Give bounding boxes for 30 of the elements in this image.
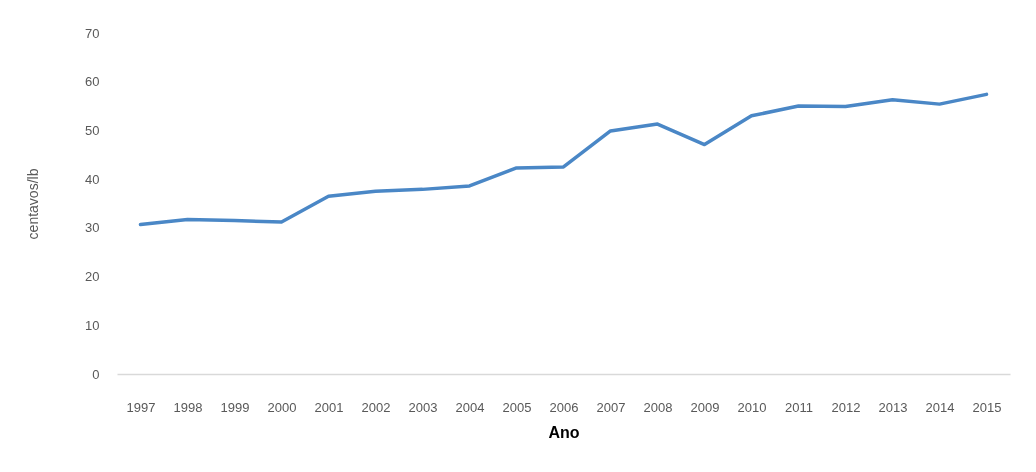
y-axis-title: centavos/lb (25, 168, 42, 240)
x-tick-label: 1997 (126, 399, 156, 415)
x-tick-label: 2006 (549, 399, 579, 415)
x-tick-label: 2008 (643, 399, 673, 415)
x-tick-label: 2005 (502, 399, 532, 415)
y-tick-label: 70 (85, 25, 100, 41)
y-tick-label: 0 (92, 366, 100, 382)
x-tick-label: 2010 (737, 399, 767, 415)
y-tick-label: 40 (85, 171, 100, 187)
y-tick-label: 10 (85, 317, 100, 333)
x-tick-label: 1998 (173, 399, 203, 415)
y-tick-label: 60 (85, 74, 100, 90)
x-tick-label: 2013 (878, 399, 908, 415)
x-tick-label: 2002 (361, 399, 391, 415)
x-tick-label: 2009 (690, 399, 720, 415)
x-axis-title: Ano (548, 423, 580, 441)
x-tick-label: 2015 (972, 399, 1002, 415)
line-series (138, 92, 989, 227)
x-tick-label: 2004 (455, 399, 485, 415)
x-tick-label: 2014 (925, 399, 955, 415)
x-tick-label: 2011 (785, 399, 813, 415)
x-tick-label: 1999 (220, 399, 250, 415)
x-tick-label: 2007 (596, 399, 626, 415)
x-tick-label: 2000 (267, 399, 297, 415)
y-tick-label: 50 (85, 122, 100, 138)
y-tick-label: 20 (85, 269, 100, 285)
x-tick-label: 2003 (408, 399, 438, 415)
y-tick-label: 30 (85, 220, 100, 236)
x-tick-label: 2012 (831, 399, 861, 415)
x-tick-label: 2001 (314, 399, 344, 415)
